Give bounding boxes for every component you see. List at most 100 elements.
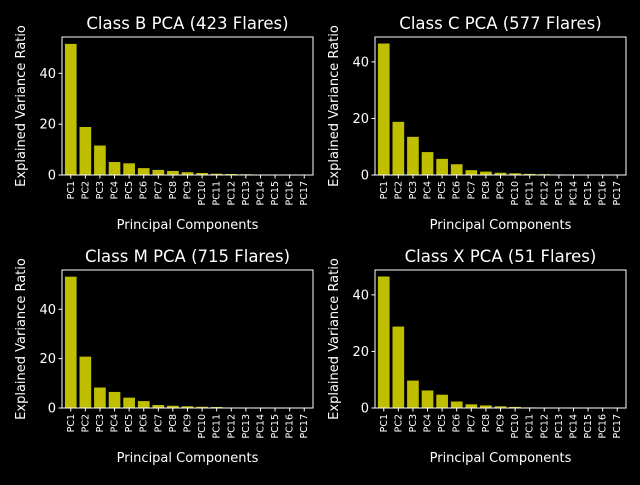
y-tick-label: 0 [361, 402, 369, 417]
chart-title: Class C PCA (577 Flares) [399, 14, 601, 33]
y-tick-label: 40 [352, 288, 369, 303]
y-tick-label: 20 [39, 352, 56, 367]
bar-pc5 [436, 159, 448, 175]
x-tick-label: PC4 [423, 414, 434, 432]
x-tick-label: PC2 [80, 414, 91, 432]
bar-pc1 [378, 44, 390, 176]
x-tick-label: PC11 [525, 414, 536, 438]
y-tick-label: 40 [352, 55, 369, 70]
x-tick-label: PC2 [393, 181, 404, 199]
x-tick-label: PC11 [525, 181, 536, 205]
x-tick-label: PC1 [379, 414, 390, 432]
x-tick-label: PC9 [183, 181, 194, 199]
x-tick-label: PC10 [510, 181, 521, 205]
x-tick-label: PC9 [496, 414, 507, 432]
x-axis-label: Principal Components [117, 451, 259, 466]
x-tick-label: PC1 [66, 181, 77, 199]
bar-pc3 [94, 388, 106, 408]
x-tick-label: PC8 [168, 414, 179, 432]
x-tick-label: PC16 [598, 181, 609, 205]
bar-pc1 [65, 277, 77, 408]
x-tick-label: PC5 [437, 414, 448, 432]
y-tick-label: 20 [352, 112, 369, 127]
x-tick-label: PC13 [554, 181, 565, 205]
bar-pc4 [109, 162, 121, 175]
chart-title: Class X PCA (51 Flares) [405, 247, 597, 266]
bar-pc7 [152, 170, 164, 175]
x-tick-label: PC6 [139, 181, 150, 199]
bar-pc2 [80, 127, 92, 175]
bar-pc5 [123, 163, 135, 175]
x-tick-label: PC15 [583, 181, 594, 205]
bar-pc3 [407, 381, 419, 408]
x-tick-label: PC17 [612, 181, 623, 205]
x-tick-label: PC4 [110, 181, 121, 199]
bar-pc4 [109, 392, 121, 408]
x-tick-label: PC7 [466, 414, 477, 432]
y-axis-label: Explained Variance Ratio [327, 25, 342, 187]
x-tick-label: PC16 [598, 414, 609, 438]
bar-pc1 [378, 277, 390, 409]
y-tick-label: 40 [39, 67, 56, 82]
bar-pc8 [480, 172, 492, 175]
x-tick-label: PC15 [270, 414, 281, 438]
x-tick-label: PC14 [568, 414, 579, 438]
bar-pc6 [451, 402, 463, 409]
x-tick-label: PC17 [612, 414, 623, 438]
y-axis-label: Explained Variance Ratio [14, 25, 29, 187]
bar-pc7 [465, 170, 477, 175]
x-tick-label: PC2 [393, 414, 404, 432]
bar-pc4 [422, 390, 434, 408]
x-tick-label: PC17 [299, 414, 310, 438]
x-tick-label: PC1 [66, 414, 77, 432]
x-tick-label: PC15 [270, 181, 281, 205]
x-tick-label: PC17 [299, 181, 310, 205]
y-tick-label: 20 [352, 345, 369, 360]
bar-pc5 [123, 398, 135, 408]
x-tick-label: PC16 [285, 414, 296, 438]
bar-pc5 [436, 395, 448, 408]
x-tick-label: PC5 [437, 181, 448, 199]
y-tick-label: 20 [39, 118, 56, 133]
y-axis-label: Explained Variance Ratio [327, 258, 342, 420]
x-tick-label: PC11 [212, 181, 223, 205]
bar-pc2 [80, 357, 92, 408]
x-tick-label: PC9 [183, 414, 194, 432]
x-tick-label: PC3 [95, 414, 106, 432]
x-tick-label: PC11 [212, 414, 223, 438]
bar-pc3 [94, 146, 106, 175]
x-tick-label: PC12 [539, 414, 550, 438]
bar-pc4 [422, 152, 434, 175]
x-tick-label: PC8 [481, 414, 492, 432]
bar-pc6 [138, 401, 150, 408]
x-tick-label: PC7 [153, 414, 164, 432]
chart-title: Class M PCA (715 Flares) [85, 247, 290, 266]
x-tick-label: PC2 [80, 181, 91, 199]
x-tick-label: PC14 [568, 181, 579, 205]
x-tick-label: PC12 [226, 181, 237, 205]
x-tick-label: PC13 [241, 181, 252, 205]
x-tick-label: PC14 [255, 414, 266, 438]
x-tick-label: PC10 [197, 181, 208, 205]
x-tick-label: PC1 [379, 181, 390, 199]
x-tick-label: PC3 [408, 181, 419, 199]
x-tick-label: PC4 [110, 414, 121, 432]
x-tick-label: PC13 [241, 414, 252, 438]
x-tick-label: PC16 [285, 181, 296, 205]
x-tick-label: PC6 [452, 414, 463, 432]
y-tick-label: 0 [361, 169, 369, 184]
bar-pc3 [407, 137, 419, 175]
x-tick-label: PC5 [124, 181, 135, 199]
bar-pc7 [465, 404, 477, 408]
x-tick-label: PC10 [510, 414, 521, 438]
x-tick-label: PC3 [408, 414, 419, 432]
x-tick-label: PC10 [197, 414, 208, 438]
x-tick-label: PC15 [583, 414, 594, 438]
x-axis-label: Principal Components [117, 218, 259, 233]
bar-pc6 [451, 164, 463, 175]
y-tick-label: 0 [48, 402, 56, 417]
x-tick-label: PC5 [124, 414, 135, 432]
x-tick-label: PC6 [452, 181, 463, 199]
